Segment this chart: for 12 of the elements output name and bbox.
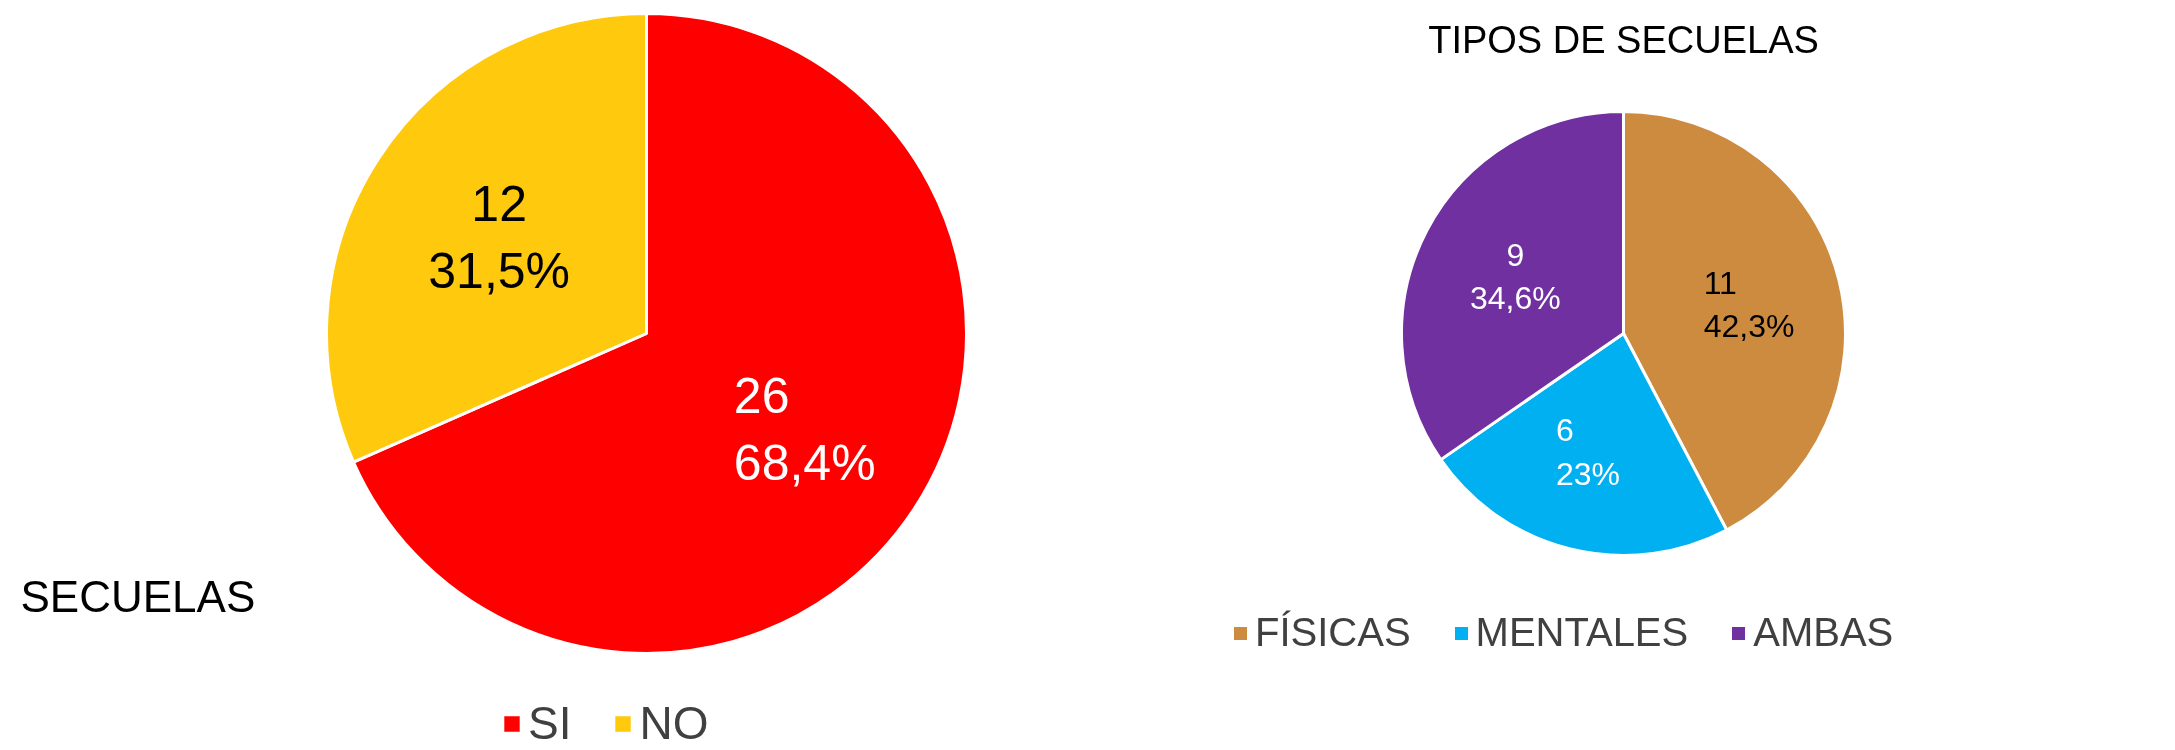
legend-label: AMBAS (1753, 610, 1894, 655)
legend-label: MENTALES (1475, 610, 1689, 655)
data-label: 6 23% (1555, 412, 1620, 492)
data-label: 26 68,4% (733, 368, 876, 492)
legend-label: FÍSICAS (1255, 610, 1411, 655)
data-label: 9 34,6% (1470, 237, 1561, 317)
data-label: 11 42,3% (1703, 264, 1795, 344)
legend-label: SI (528, 696, 572, 750)
text: SECUELAS (20, 571, 256, 621)
legend-label: NO (639, 696, 709, 750)
chart-title: TIPOS DE SECUELAS (1428, 18, 1819, 61)
data-label: 12 31,5% (428, 175, 571, 299)
